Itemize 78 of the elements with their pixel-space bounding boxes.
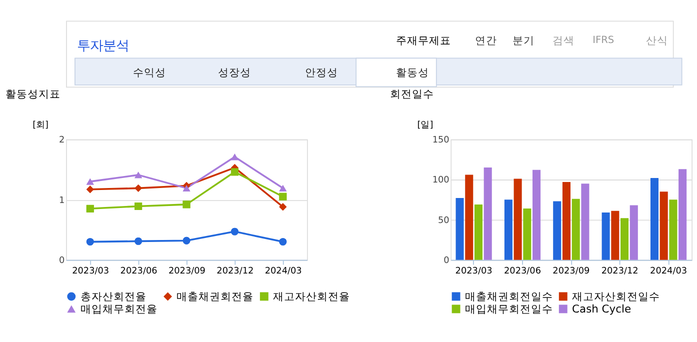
point [182, 200, 190, 208]
point [86, 178, 94, 185]
bar [504, 200, 512, 260]
bar [474, 204, 483, 260]
y-tick-label: 1 [59, 196, 65, 206]
x-tick-label: 2023/09 [168, 266, 206, 277]
bar [572, 198, 580, 260]
x-tick-label: 2023/03 [455, 266, 492, 277]
bar [602, 212, 610, 260]
legend-label: 매입채무회전율 [80, 302, 158, 316]
bar [553, 201, 562, 260]
legend-label: 재고자산회전일수 [572, 290, 660, 304]
x-tick-label: 2023/06 [504, 266, 542, 277]
text: 투자분석 [76, 39, 129, 54]
point [279, 184, 287, 192]
point [230, 228, 238, 236]
bar [650, 178, 658, 260]
text: 연간 [474, 34, 497, 47]
bar [456, 198, 464, 260]
legend-label: 매출채권회전일수 [464, 290, 553, 304]
y-axis-title: [회] [32, 120, 49, 130]
legend-label: 매입채무회전일수 [464, 302, 553, 316]
text: IFRS [592, 35, 614, 46]
point [182, 184, 190, 192]
point [134, 172, 142, 178]
legend-label: Cash Cycle [572, 302, 632, 316]
y-axis-title: [일] [417, 120, 434, 130]
y-tick-label: 100 [432, 176, 450, 186]
bar [611, 210, 620, 260]
bar [630, 205, 638, 260]
point [86, 186, 94, 194]
legend-label: 총자산회전율 [80, 290, 146, 304]
point [86, 204, 94, 212]
x-tick-label: 2023/12 [216, 266, 254, 277]
legend-label: 재고자산회전율 [273, 290, 350, 304]
point [230, 168, 238, 176]
text: 분기 [512, 34, 534, 47]
x-tick-label: 2023/12 [601, 266, 638, 277]
text: 수익성 [132, 66, 166, 80]
chart-title: 활동성지표 [5, 87, 60, 100]
bar [581, 184, 590, 260]
text: 성장성 [218, 66, 251, 80]
y-tick-label: 0 [59, 256, 66, 266]
legend-label: 매출채권회전율 [176, 290, 254, 304]
y-tick-label: 2 [59, 136, 65, 146]
text: 안정성 [305, 66, 338, 80]
point [279, 238, 287, 246]
bar [669, 200, 678, 260]
bar [678, 169, 687, 260]
text: 주재무제표 [396, 34, 452, 47]
point [134, 237, 142, 245]
chart-title: 회전일수 [390, 87, 434, 100]
x-tick-label: 2024/03 [264, 266, 302, 277]
point [182, 236, 190, 244]
x-tick-label: 2024/03 [650, 266, 688, 277]
bar [465, 174, 474, 260]
bar [562, 182, 570, 260]
point [134, 202, 142, 210]
text: 산식 [646, 34, 668, 47]
x-tick-label: 2023/06 [120, 266, 158, 277]
y-tick-label: 0 [444, 256, 450, 266]
bar [514, 178, 522, 260]
bar [532, 170, 541, 260]
bar [620, 218, 629, 260]
y-tick-label: 150 [432, 136, 450, 146]
x-tick-label: 2023/09 [552, 266, 590, 277]
bar [523, 208, 532, 260]
point [86, 238, 94, 246]
point [279, 192, 287, 200]
text: 활동성 [396, 66, 430, 80]
point [279, 203, 287, 211]
x-tick-label: 2023/03 [72, 266, 110, 277]
point [230, 154, 238, 160]
bar [484, 168, 492, 260]
text: 검색 [552, 34, 574, 47]
bar [660, 192, 668, 260]
y-tick-label: 50 [438, 216, 450, 226]
point [134, 184, 142, 192]
